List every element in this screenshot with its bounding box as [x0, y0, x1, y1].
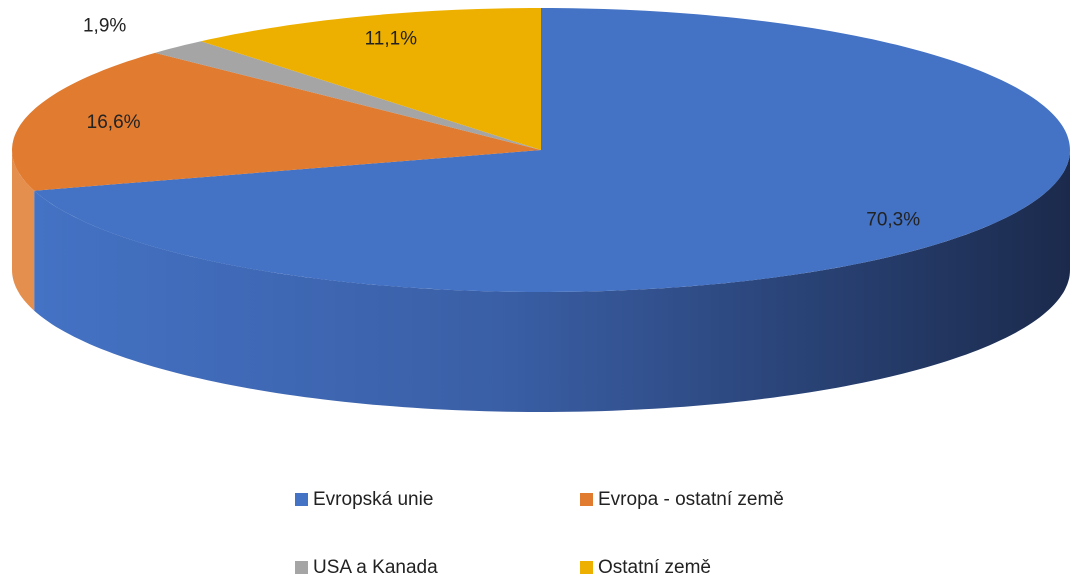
slice-side [12, 150, 35, 311]
slice [155, 41, 541, 151]
legend-swatch [295, 493, 308, 506]
data-label: 70,3% [866, 209, 920, 230]
legend-swatch [580, 561, 593, 574]
legend-label: Evropa - ostatní země [598, 489, 784, 510]
legend-swatch [580, 493, 593, 506]
data-label: 16,6% [87, 112, 141, 133]
slice [201, 8, 541, 150]
slice-side [34, 150, 1071, 412]
legend-label: USA a Kanada [313, 557, 438, 578]
legend-label: Ostatní země [598, 557, 711, 578]
data-label: 11,1% [365, 28, 418, 49]
slice [12, 52, 541, 191]
legend-swatch [295, 561, 308, 574]
data-label: 1,9% [83, 15, 126, 36]
slice [34, 8, 1071, 292]
legend-label: Evropská unie [313, 489, 433, 510]
